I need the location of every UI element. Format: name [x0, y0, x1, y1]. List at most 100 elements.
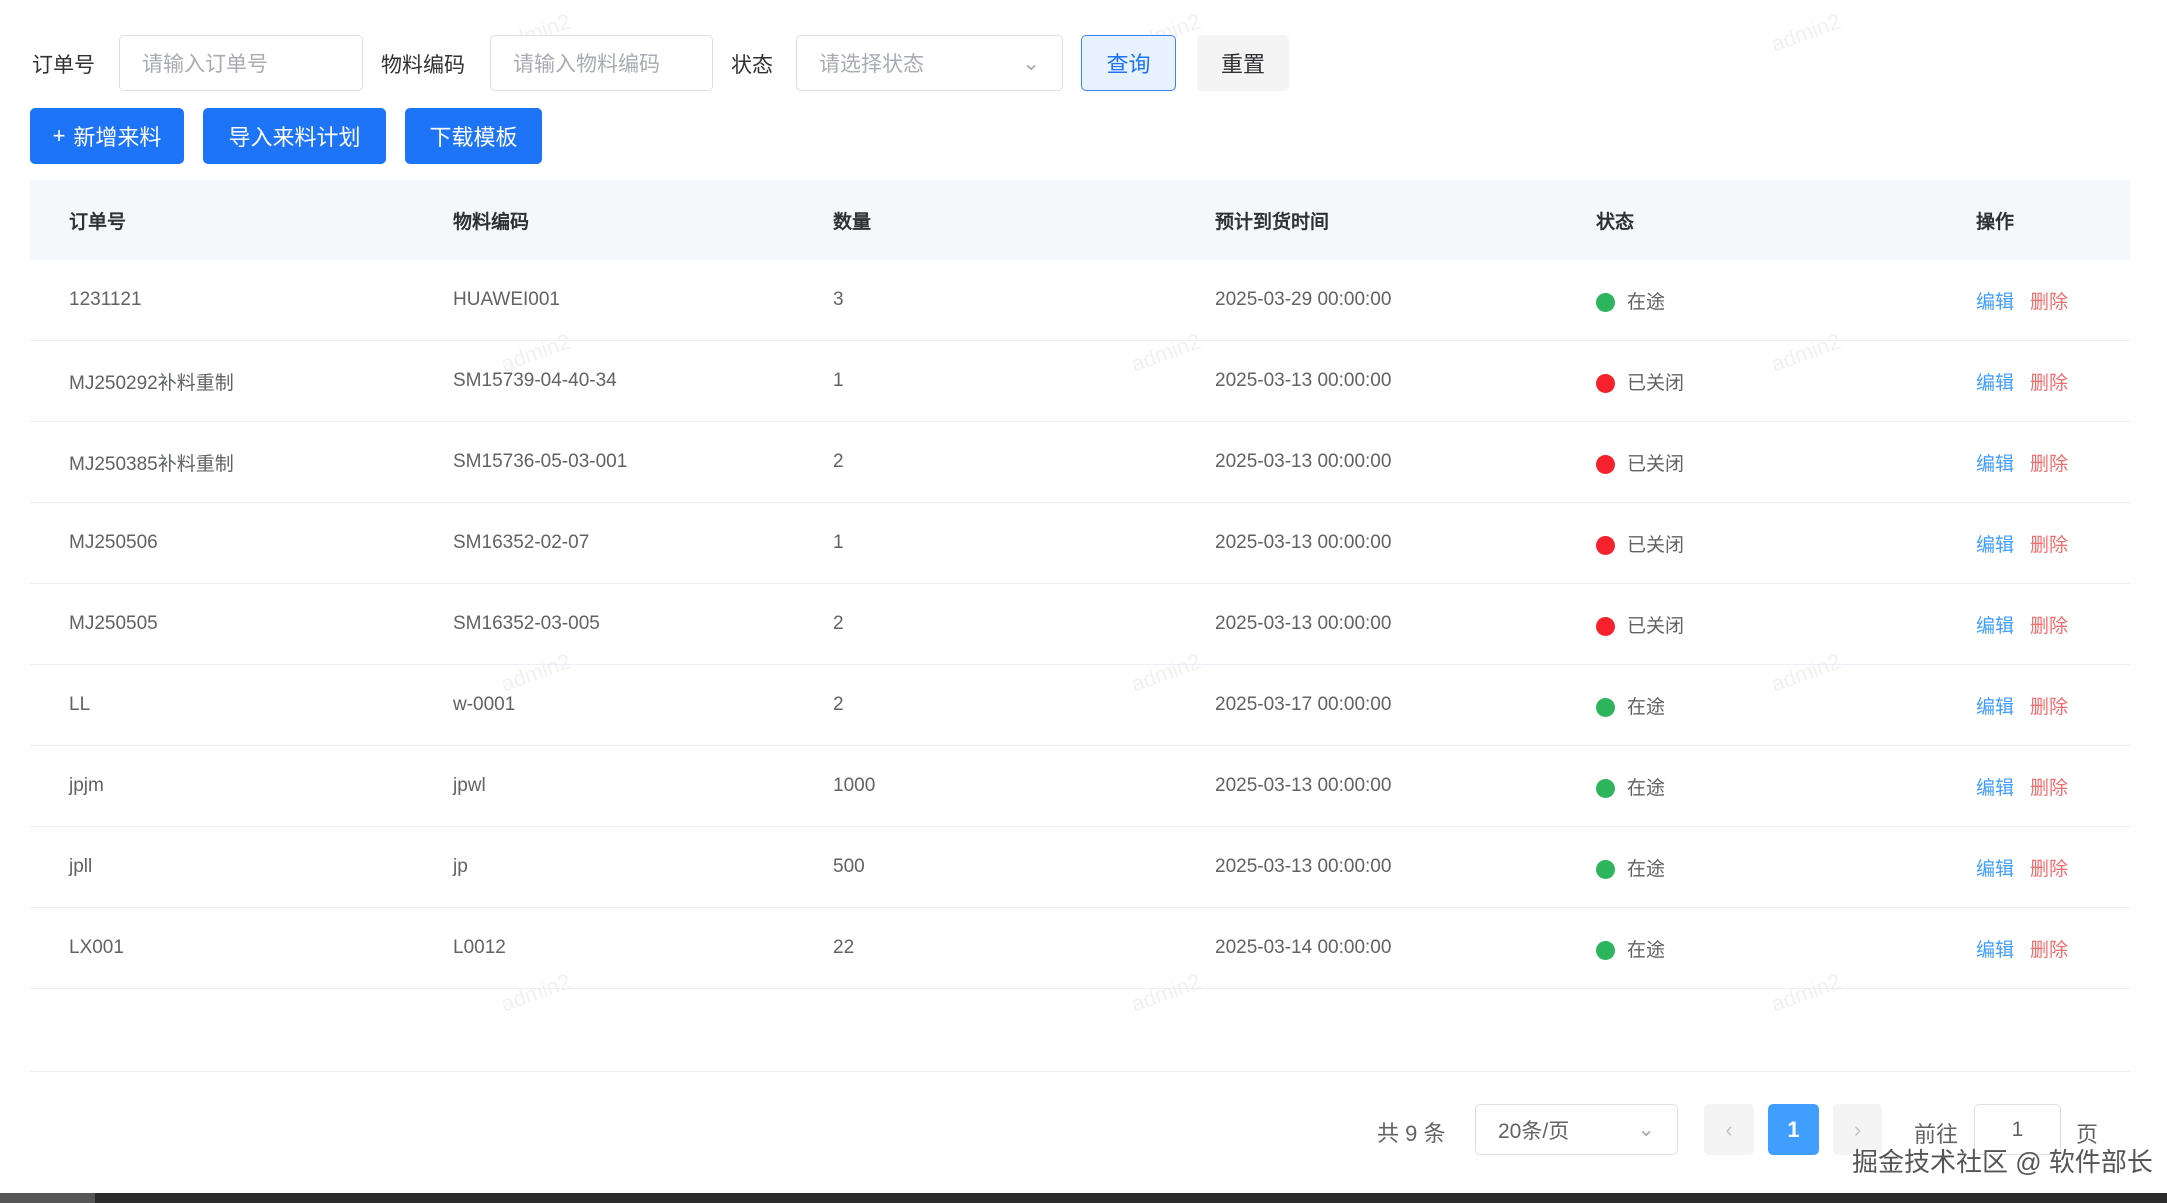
cell-order: 1231121 [69, 289, 142, 310]
cell-material: L0012 [453, 937, 506, 958]
cell-qty: 2 [833, 613, 844, 634]
status-badge: 已关闭 [1596, 530, 1684, 557]
cell-qty: 2 [833, 694, 844, 715]
status-placeholder: 请选择状态 [819, 53, 924, 76]
cell-qty: 1000 [833, 775, 876, 796]
cell-eta: 2025-03-13 00:00:00 [1215, 856, 1392, 877]
edit-link[interactable]: 编辑 [1976, 534, 2015, 556]
cell-material: SM15736-05-03-001 [453, 451, 628, 472]
material-input[interactable]: 请输入物料编码 [490, 35, 713, 91]
delete-link[interactable]: 删除 [2030, 858, 2069, 880]
status-badge: 在途 [1596, 773, 1665, 800]
edit-link[interactable]: 编辑 [1976, 858, 2015, 880]
import-button[interactable]: 导入来料计划 [203, 108, 386, 164]
cell-qty: 3 [833, 289, 844, 310]
reset-button[interactable]: 重置 [1197, 35, 1289, 91]
status-text: 已关闭 [1627, 615, 1685, 637]
cell-order: MJ250506 [69, 532, 158, 553]
cell-order: jpjm [69, 775, 104, 796]
site-watermark: 掘金技术社区 @ 软件部长 [1852, 1147, 2153, 1177]
page-size-value: 20条/页 [1498, 1119, 1570, 1143]
status-dot-icon [1596, 859, 1615, 879]
status-text: 已关闭 [1627, 534, 1685, 556]
material-label: 物料编码 [381, 54, 465, 77]
table-row: MJ250292补料重制 SM15739-04-40-34 1 2025-03-… [30, 341, 2130, 422]
status-select[interactable]: 请选择状态 ⌄ [796, 35, 1063, 91]
next-page-button[interactable]: › [1833, 1104, 1882, 1155]
table-row: MJ250506 SM16352-02-07 1 2025-03-13 00:0… [30, 503, 2130, 584]
status-text: 已关闭 [1627, 453, 1685, 475]
cell-order: jpll [69, 856, 93, 877]
delete-link[interactable]: 删除 [2030, 453, 2069, 475]
cell-material: jp [453, 856, 468, 877]
cell-order: MJ250505 [69, 613, 158, 634]
cell-eta: 2025-03-14 00:00:00 [1215, 937, 1392, 958]
cell-qty: 2 [833, 451, 844, 472]
chevron-down-icon: ⌄ [1022, 51, 1040, 75]
cell-eta: 2025-03-29 00:00:00 [1215, 289, 1392, 310]
status-badge: 已关闭 [1596, 611, 1684, 638]
download-template-button[interactable]: 下载模板 [405, 108, 542, 164]
header-eta: 预计到货时间 [1215, 211, 1330, 233]
cell-order: MJ250385补料重制 [69, 453, 234, 475]
order-input[interactable]: 请输入订单号 [119, 35, 363, 91]
delete-link[interactable]: 删除 [2030, 372, 2069, 394]
add-button[interactable]: + 新增来料 [30, 108, 184, 164]
delete-link[interactable]: 删除 [2030, 534, 2069, 556]
status-text: 在途 [1627, 858, 1666, 880]
cell-material: SM15739-04-40-34 [453, 370, 617, 391]
table-row: LL w-0001 2 2025-03-17 00:00:00 在途 编辑 删除 [30, 665, 2130, 746]
edit-link[interactable]: 编辑 [1976, 372, 2015, 394]
cell-material: SM16352-02-07 [453, 532, 590, 553]
edit-link[interactable]: 编辑 [1976, 291, 2015, 313]
status-dot-icon [1596, 292, 1615, 312]
status-text: 在途 [1627, 291, 1666, 313]
status-badge: 已关闭 [1596, 449, 1684, 476]
goto-page-input[interactable]: 1 [1974, 1104, 2061, 1155]
header-material: 物料编码 [453, 211, 530, 233]
delete-link[interactable]: 删除 [2030, 777, 2069, 799]
table-row: 1231121 HUAWEI001 3 2025-03-29 00:00:00 … [30, 260, 2130, 341]
scrollbar-thumb[interactable] [0, 1193, 95, 1203]
edit-link[interactable]: 编辑 [1976, 777, 2015, 799]
edit-link[interactable]: 编辑 [1976, 615, 2015, 637]
header-status: 状态 [1596, 211, 1635, 233]
cell-material: HUAWEI001 [453, 289, 560, 310]
page-1-button[interactable]: 1 [1768, 1104, 1819, 1155]
cell-material: SM16352-03-005 [453, 613, 600, 634]
status-dot-icon [1596, 454, 1615, 474]
query-button[interactable]: 查询 [1081, 35, 1176, 91]
delete-link[interactable]: 删除 [2030, 696, 2069, 718]
status-text: 在途 [1627, 696, 1666, 718]
edit-link[interactable]: 编辑 [1976, 696, 2015, 718]
watermark: admin2 [1767, 8, 1845, 57]
delete-link[interactable]: 删除 [2030, 939, 2069, 961]
cell-eta: 2025-03-13 00:00:00 [1215, 775, 1392, 796]
header-order: 订单号 [69, 211, 127, 233]
plus-icon: + [52, 123, 66, 148]
status-text: 已关闭 [1627, 372, 1685, 394]
cell-qty: 1 [833, 370, 844, 391]
cell-order: MJ250292补料重制 [69, 372, 234, 394]
horizontal-scrollbar[interactable] [0, 1193, 2167, 1203]
chevron-down-icon: ⌄ [1637, 1118, 1655, 1141]
edit-link[interactable]: 编辑 [1976, 939, 2015, 961]
page-size-select[interactable]: 20条/页 ⌄ [1475, 1104, 1678, 1155]
add-label: 新增来料 [73, 125, 162, 150]
cell-eta: 2025-03-13 00:00:00 [1215, 370, 1392, 391]
table-row: jpll jp 500 2025-03-13 00:00:00 在途 编辑 删除 [30, 827, 2130, 908]
header-qty: 数量 [833, 211, 872, 233]
delete-link[interactable]: 删除 [2030, 615, 2069, 637]
table-row: jpjm jpwl 1000 2025-03-13 00:00:00 在途 编辑… [30, 746, 2130, 827]
prev-page-button[interactable]: ‹ [1704, 1104, 1754, 1155]
total-count: 共 9 条 [1377, 1121, 1446, 1146]
edit-link[interactable]: 编辑 [1976, 453, 2015, 475]
status-badge: 已关闭 [1596, 368, 1684, 395]
table-row: LX001 L0012 22 2025-03-14 00:00:00 在途 编辑… [30, 908, 2130, 989]
order-label: 订单号 [32, 54, 95, 77]
delete-link[interactable]: 删除 [2030, 291, 2069, 313]
cell-qty: 1 [833, 532, 844, 553]
status-badge: 在途 [1596, 935, 1665, 962]
status-label: 状态 [731, 54, 773, 77]
status-badge: 在途 [1596, 854, 1665, 881]
